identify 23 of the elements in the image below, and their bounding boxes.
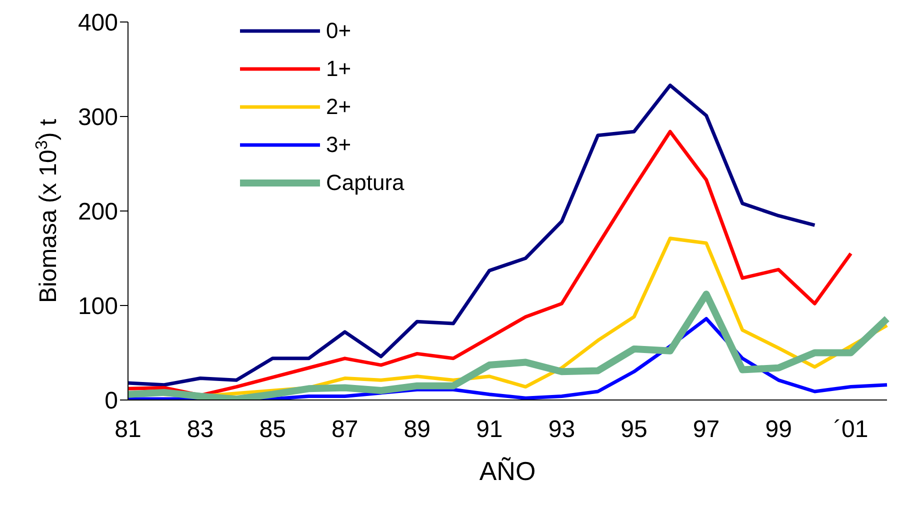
x-tick-label: 91 xyxy=(476,416,503,444)
x-tick-label: 99 xyxy=(765,416,792,444)
legend-label: 1+ xyxy=(326,56,352,82)
legend-label: 3+ xyxy=(326,132,352,158)
x-tick-label: 93 xyxy=(548,416,576,444)
x-tick-label: ´01 xyxy=(834,416,868,444)
y-tick-label: 200 xyxy=(78,198,118,226)
legend-label: 2+ xyxy=(326,94,352,120)
y-tick-label: 300 xyxy=(78,104,118,132)
legend-label: 0+ xyxy=(326,18,352,44)
x-tick-label: 81 xyxy=(114,416,142,444)
x-tick-label: 95 xyxy=(620,416,648,444)
line-series xyxy=(126,84,816,387)
x-tick-label: 87 xyxy=(332,416,358,444)
y-tick-label: 400 xyxy=(78,10,118,37)
y-tick-label: 0 xyxy=(104,388,118,415)
x-tick-label: 89 xyxy=(404,416,430,444)
x-axis-title: AÑO xyxy=(479,456,536,486)
x-tick-label: 85 xyxy=(259,416,286,444)
x-tick-label: 97 xyxy=(692,416,720,444)
x-tick-label: 83 xyxy=(186,416,214,444)
legend-label: Captura xyxy=(326,170,404,196)
y-tick-label: 100 xyxy=(78,293,118,320)
